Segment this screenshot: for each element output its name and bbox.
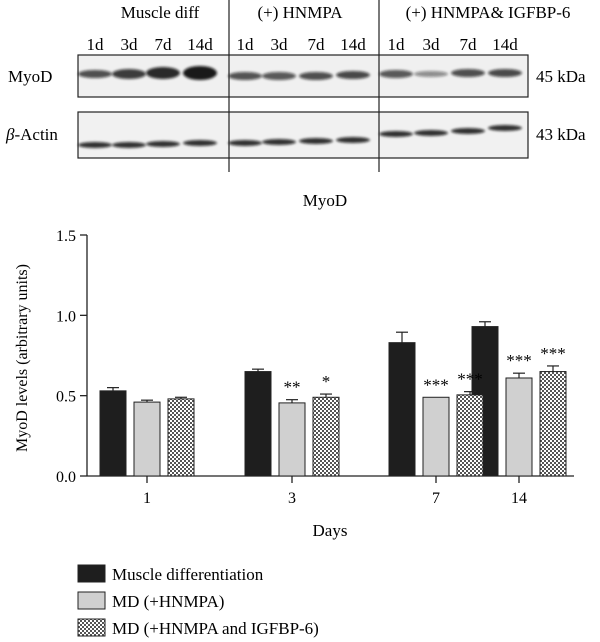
actin-band bbox=[112, 142, 146, 148]
timepoint-label: 1d bbox=[87, 35, 105, 54]
bar bbox=[133, 401, 161, 477]
myod-band bbox=[112, 69, 146, 79]
timepoint-label: 14d bbox=[492, 35, 518, 54]
bar bbox=[422, 396, 450, 477]
y-tick-label: 1.5 bbox=[56, 228, 76, 245]
timepoint-label: 7d bbox=[460, 35, 478, 54]
myod-band bbox=[414, 71, 448, 77]
actin-band bbox=[262, 139, 296, 145]
blot-size-label-myod: 45 kDa bbox=[536, 67, 586, 86]
timepoint-label: 14d bbox=[340, 35, 366, 54]
significance-label: *** bbox=[457, 370, 483, 389]
x-axis-label: Days bbox=[313, 521, 348, 540]
significance-label: ** bbox=[284, 378, 301, 397]
actin-band bbox=[379, 131, 413, 137]
bars: ** ******* ****** bbox=[99, 321, 567, 477]
y-ticks: 0.0 0.5 1.0 1.5 bbox=[56, 228, 87, 486]
timepoint-label: 1d bbox=[237, 35, 255, 54]
myod-band bbox=[379, 70, 413, 78]
timepoint-label: 3d bbox=[271, 35, 289, 54]
y-tick-label: 0.0 bbox=[56, 469, 76, 486]
myod-band bbox=[262, 72, 296, 80]
legend-swatch bbox=[77, 591, 106, 610]
bar-chart: MyoD 0.00.51.01.5 1 3 7 14 ** ******* ****** … bbox=[14, 191, 574, 540]
actin-band bbox=[414, 130, 448, 136]
bar bbox=[388, 342, 416, 477]
bar bbox=[312, 396, 340, 477]
timepoint-label: 1d bbox=[388, 35, 406, 54]
legend-label: MD (+HNMPA and IGFBP-6) bbox=[112, 619, 319, 638]
blot-size-label-actin: 43 kDa bbox=[536, 125, 586, 144]
bar bbox=[167, 398, 195, 477]
blot-group-label-hnmpa-igfbp6: (+) HNMPA& IGFBP-6 bbox=[406, 3, 571, 22]
blot-group-label-muscle-diff: Muscle diff bbox=[121, 3, 200, 22]
actin-band bbox=[299, 138, 333, 144]
actin-band bbox=[228, 140, 262, 146]
blot-row-label-myod: MyoD bbox=[8, 67, 52, 86]
myod-band bbox=[78, 70, 112, 78]
x-tick-label: 14 bbox=[511, 490, 527, 507]
myod-band bbox=[146, 67, 180, 79]
bar bbox=[244, 371, 272, 477]
timepoint-label: 3d bbox=[423, 35, 441, 54]
legend-label: Muscle differentiation bbox=[112, 565, 264, 584]
bar bbox=[278, 402, 306, 477]
timepoint-label: 14d bbox=[187, 35, 213, 54]
myod-band bbox=[183, 66, 217, 80]
myod-band bbox=[336, 71, 370, 79]
myod-band bbox=[488, 69, 522, 77]
actin-band bbox=[336, 137, 370, 143]
blot-group-label-hnmpa: (+) HNMPA bbox=[258, 3, 344, 22]
actin-blot-strip bbox=[77, 111, 529, 159]
timepoint-label: 7d bbox=[155, 35, 173, 54]
timepoint-labels: 1d 3d 7d 14d 1d 3d 7d 14d 1d 3d 7d 14d bbox=[87, 35, 519, 54]
significance-label: * bbox=[322, 372, 331, 391]
y-tick-label: 0.5 bbox=[56, 389, 76, 406]
y-tick-label: 1.0 bbox=[56, 308, 76, 325]
x-tick-label: 1 bbox=[143, 490, 151, 507]
legend-swatch bbox=[77, 618, 106, 637]
western-blot-panel: Muscle diff (+) HNMPA (+) HNMPA& IGFBP-6… bbox=[5, 0, 586, 172]
x-tick-label: 3 bbox=[288, 490, 296, 507]
actin-band bbox=[183, 140, 217, 146]
bar bbox=[539, 371, 567, 477]
significance-label: *** bbox=[540, 344, 566, 363]
actin-band bbox=[146, 141, 180, 147]
blot-row-label-actin: β-Actin bbox=[5, 125, 58, 144]
timepoint-label: 7d bbox=[308, 35, 326, 54]
legend-swatch bbox=[77, 564, 106, 583]
blot-bands bbox=[78, 66, 522, 148]
timepoint-label: 3d bbox=[121, 35, 139, 54]
actin-band bbox=[451, 128, 485, 134]
actin-band bbox=[488, 125, 522, 131]
bar bbox=[505, 377, 533, 477]
y-axis-label: MyoD levels (arbitrary units) bbox=[14, 264, 31, 452]
actin-band bbox=[78, 142, 112, 148]
x-tick-label: 7 bbox=[432, 490, 440, 507]
legend-label: MD (+HNMPA) bbox=[112, 592, 224, 611]
significance-label: *** bbox=[423, 375, 449, 394]
legend: Muscle differentiation MD (+HNMPA) MD (+HN… bbox=[77, 564, 319, 638]
myod-band bbox=[228, 72, 262, 80]
x-ticks: 1 3 7 14 bbox=[143, 476, 527, 507]
bar bbox=[456, 394, 484, 477]
chart-title: MyoD bbox=[303, 191, 347, 210]
bar bbox=[99, 390, 127, 477]
myod-band bbox=[451, 69, 485, 77]
significance-label: *** bbox=[506, 351, 532, 370]
myod-band bbox=[299, 72, 333, 80]
